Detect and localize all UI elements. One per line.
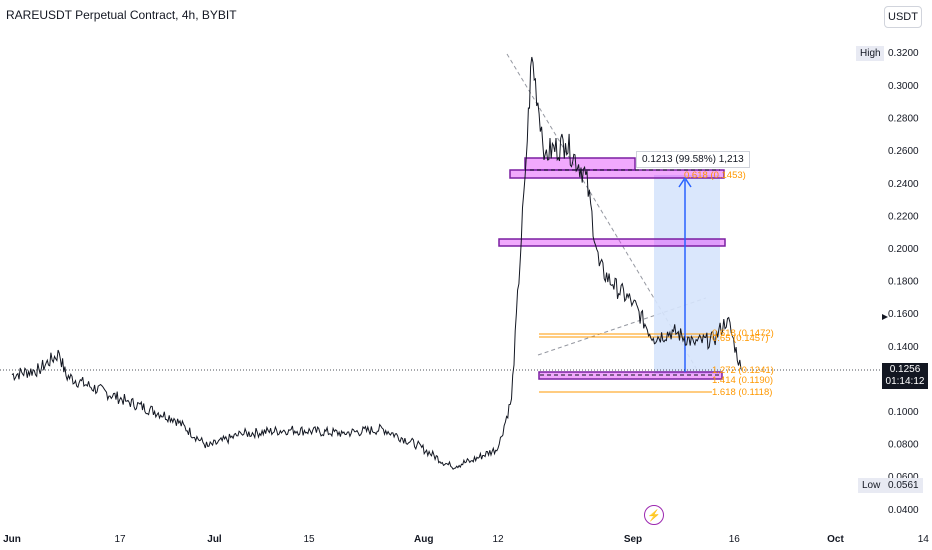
measure-label: 0.1213 (99.58%) 1,213 [636, 151, 750, 168]
descending-trendline[interactable] [506, 53, 697, 369]
resistance-zone-mid[interactable] [498, 238, 726, 247]
fib-label-mid-a: 0.618 (0.1472) [712, 328, 774, 339]
price-tick-label: 0.1400 [888, 342, 919, 353]
time-tick-label: Jul [207, 534, 222, 545]
current-price-badge: 0.1256 01:14:12 [882, 363, 928, 389]
time-tick-label: Jun [3, 534, 21, 545]
fib-label-low-c: 1.618 (0.1118) [712, 387, 772, 398]
chart-title: RAREUSDT Perpetual Contract, 4h, BYBIT [6, 8, 237, 22]
time-tick-label: 12 [492, 534, 504, 545]
price-tick-label: 0.0400 [888, 505, 919, 516]
price-tick-label: 0.0800 [888, 440, 919, 451]
low-value-tag: 0.0561 [884, 478, 923, 493]
drawing-layer[interactable] [498, 53, 726, 393]
fib-label-top: 0.618 (0.1453) [684, 170, 746, 181]
price-tick-label: 0.2800 [888, 114, 919, 125]
price-tick-label: 0.3000 [888, 81, 919, 92]
time-tick-label: 16 [729, 534, 741, 545]
fib-label-mid-b: 0.65 (0.1457) [712, 333, 769, 344]
price-tick-label: 0.1600 [888, 309, 919, 320]
time-tick-label: Sep [624, 534, 642, 545]
price-tick-label: 0.2000 [888, 244, 919, 255]
high-value: 0.3200 [888, 48, 919, 59]
price-series [11, 56, 742, 470]
low-label: Low [862, 480, 881, 491]
resistance-zone-upper[interactable] [524, 157, 636, 171]
countdown-timer: 01:14:12 [885, 376, 925, 387]
price-line [11, 56, 742, 470]
time-tick-label: 15 [303, 534, 315, 545]
current-price-value: 0.1256 [889, 364, 921, 375]
support-zone[interactable] [538, 371, 723, 380]
tradingview-flash-icon[interactable]: ⚡ [644, 505, 664, 525]
measure-arrow-head [678, 176, 692, 188]
price-tick-label: 0.2200 [888, 211, 919, 222]
cursor-marker-icon [882, 314, 888, 320]
currency-button[interactable]: USDT [884, 6, 922, 28]
fib-label-low-b: 1.414 (0.1190) [712, 375, 773, 386]
low-tag: Low [858, 478, 885, 493]
time-tick-label: 14 [918, 534, 930, 545]
price-tick-label: 0.1800 [888, 277, 919, 288]
high-tag: High [856, 46, 885, 61]
price-tick-label: 0.2600 [888, 146, 919, 157]
time-axis[interactable]: Jun 17 Jul 15 Aug 12 Sep 16 Oct 14 [3, 534, 929, 545]
fib-label-group: 0.618 (0.1453) 0.618 (0.1472) 0.65 (0.14… [684, 170, 774, 398]
price-tick-label: 0.0600 [888, 472, 919, 483]
low-value: 0.0561 [888, 480, 919, 491]
price-axis[interactable]: 0.3000 0.2800 0.2600 0.2400 0.2200 0.2000 0.18… [888, 81, 919, 516]
time-tick-label: Aug [414, 534, 433, 545]
price-tick-label: 0.2400 [888, 179, 919, 190]
fib-label-low-a: 1.272 (0.1241) [712, 365, 774, 376]
price-tick-label: 0.1000 [888, 407, 919, 418]
time-tick-label: 17 [114, 534, 126, 545]
time-tick-label: Oct [827, 534, 844, 545]
high-value-tag: 0.3200 [884, 46, 923, 61]
high-label: High [860, 48, 881, 59]
